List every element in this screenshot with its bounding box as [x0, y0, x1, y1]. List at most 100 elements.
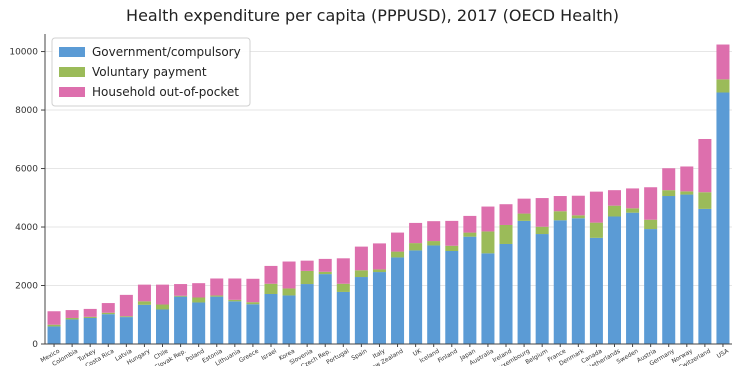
- y-tick-label: 8000: [15, 106, 38, 116]
- bar-segment: [644, 220, 657, 229]
- bar-segment: [572, 196, 585, 216]
- x-tick-label: Finland: [437, 348, 459, 365]
- bar-segment: [626, 188, 639, 208]
- bar-segment: [373, 269, 386, 272]
- bar-segment: [264, 266, 277, 284]
- bar-segment: [409, 250, 422, 344]
- bar-segment: [373, 243, 386, 269]
- bar-segment: [481, 207, 494, 232]
- bar-segment: [66, 310, 79, 318]
- bar-segment: [626, 213, 639, 344]
- bar-segment: [644, 187, 657, 219]
- bar-segment: [463, 216, 476, 233]
- bar-segment: [518, 214, 531, 221]
- x-tick-label: Spain: [350, 348, 368, 363]
- y-tick-label: 2000: [15, 282, 38, 292]
- bar-segment: [84, 317, 97, 318]
- bar-segment: [84, 309, 97, 317]
- bar-segment: [120, 295, 133, 316]
- bar-segment: [680, 195, 693, 344]
- bar-segment: [608, 190, 621, 206]
- bar-segment: [156, 309, 169, 344]
- bar-segment: [536, 234, 549, 344]
- bar-segment: [518, 199, 531, 214]
- bar-segment: [500, 225, 513, 244]
- bar-segment: [301, 271, 314, 284]
- bar-segment: [644, 229, 657, 344]
- legend-swatch: [59, 87, 85, 97]
- bar-segment: [246, 302, 259, 304]
- bar-segment: [355, 270, 368, 277]
- bar-segment: [716, 79, 729, 92]
- bar-segment: [500, 244, 513, 344]
- bar-segment: [48, 311, 61, 324]
- bar-segment: [518, 221, 531, 344]
- bar-segment: [662, 168, 675, 190]
- bar-segment: [409, 223, 422, 243]
- bar-segment: [680, 166, 693, 191]
- legend: Government/compulsory Voluntary payment Ho…: [52, 38, 250, 106]
- bar-segment: [283, 295, 296, 344]
- bar-segment: [409, 243, 422, 250]
- bar-segment: [698, 139, 711, 192]
- legend-label: Voluntary payment: [92, 65, 207, 79]
- bar-segment: [246, 304, 259, 344]
- bar-segment: [192, 298, 205, 303]
- bar-segment: [337, 284, 350, 292]
- legend-label: Government/compulsory: [92, 45, 241, 59]
- bar-segment: [716, 92, 729, 344]
- bar-segment: [156, 285, 169, 305]
- bar-segment: [174, 296, 187, 297]
- bar-segment: [698, 209, 711, 344]
- bar-segment: [319, 272, 332, 274]
- bar-segment: [301, 261, 314, 271]
- legend-swatch: [59, 67, 85, 77]
- bar-segment: [192, 283, 205, 297]
- bar-segment: [102, 303, 115, 313]
- bar-segment: [283, 288, 296, 295]
- bar-segment: [156, 305, 169, 310]
- bar-segment: [48, 326, 61, 344]
- bar-segment: [445, 251, 458, 344]
- bar-segment: [481, 253, 494, 344]
- bar-segment: [355, 247, 368, 271]
- x-tick-label: Greece: [238, 348, 260, 365]
- bar-segment: [319, 274, 332, 344]
- y-tick-label: 6000: [15, 165, 38, 175]
- bar-segment: [319, 259, 332, 272]
- bar-segment: [626, 208, 639, 212]
- bar-segment: [228, 301, 241, 344]
- bar-segment: [120, 317, 133, 344]
- bar-segment: [427, 241, 440, 245]
- bar-segment: [590, 223, 603, 238]
- y-tick-label: 10000: [9, 48, 38, 58]
- bar-segment: [174, 297, 187, 344]
- x-tick-label: Iceland: [418, 348, 440, 365]
- bar-segment: [337, 292, 350, 344]
- bar-segment: [138, 305, 151, 344]
- bar-segment: [210, 295, 223, 296]
- legend-label: Household out-of-pocket: [92, 85, 239, 99]
- bar-segment: [445, 221, 458, 246]
- bar-segment: [138, 301, 151, 305]
- bar-segment: [102, 314, 115, 344]
- bar-segment: [662, 190, 675, 196]
- bar-segment: [554, 211, 567, 220]
- bar-segment: [590, 192, 603, 223]
- bar-segment: [264, 284, 277, 294]
- bar-segment: [554, 220, 567, 344]
- bar-segment: [283, 262, 296, 289]
- bar-segment: [355, 277, 368, 344]
- bar-segment: [427, 245, 440, 344]
- bar-segment: [481, 231, 494, 253]
- bar-segment: [66, 318, 79, 319]
- bar-segment: [698, 192, 711, 209]
- bar-segment: [554, 196, 567, 211]
- legend-swatch: [59, 47, 85, 57]
- bar-segment: [572, 215, 585, 218]
- x-tick-label: Israel: [260, 348, 278, 362]
- bar-segment: [463, 237, 476, 344]
- bar-segment: [608, 206, 621, 217]
